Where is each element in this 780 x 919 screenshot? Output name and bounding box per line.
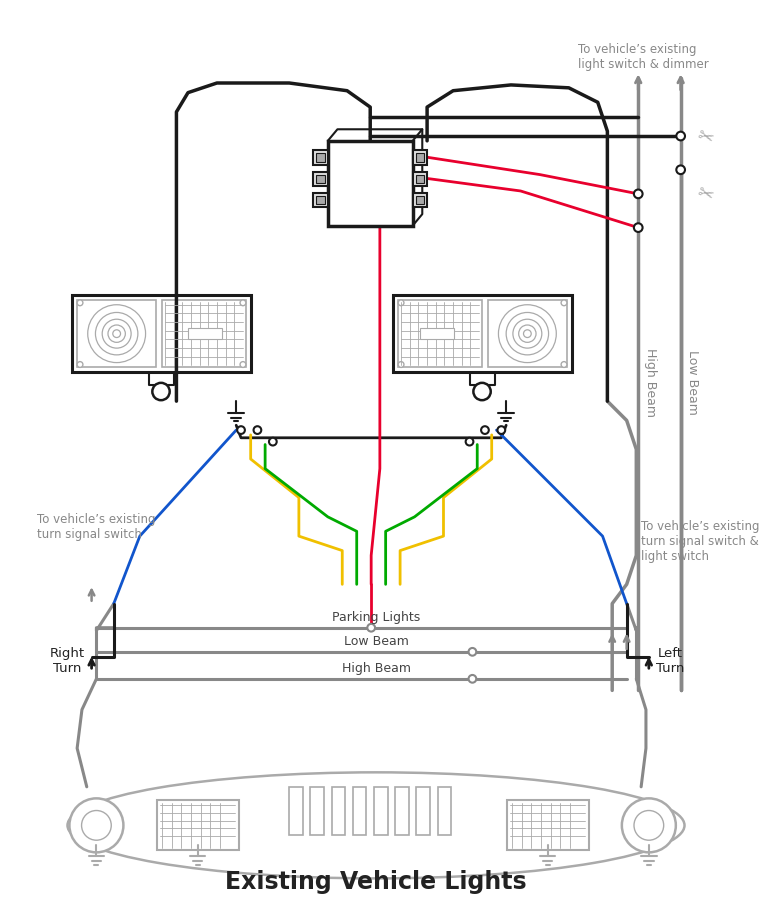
Circle shape <box>481 426 489 435</box>
Circle shape <box>634 190 643 199</box>
Bar <box>314 194 328 208</box>
Circle shape <box>466 438 473 446</box>
Circle shape <box>622 799 675 853</box>
Circle shape <box>513 320 542 348</box>
Circle shape <box>102 320 131 348</box>
Bar <box>395 787 409 835</box>
Bar <box>316 176 325 184</box>
Text: To vehicle’s existing
light switch & dimmer: To vehicle’s existing light switch & dim… <box>579 43 709 71</box>
Bar <box>413 173 427 187</box>
Bar <box>417 787 430 835</box>
Bar <box>420 328 454 340</box>
Circle shape <box>398 362 404 368</box>
Bar <box>413 152 427 165</box>
Bar <box>314 173 328 187</box>
Bar <box>332 787 345 835</box>
Circle shape <box>77 362 83 368</box>
Text: Low Beam: Low Beam <box>686 350 700 414</box>
Circle shape <box>676 132 685 142</box>
Circle shape <box>498 305 556 363</box>
Bar <box>374 787 388 835</box>
Circle shape <box>254 426 261 435</box>
Circle shape <box>237 426 245 435</box>
Text: ✂: ✂ <box>694 125 716 149</box>
Circle shape <box>473 383 491 401</box>
Circle shape <box>113 331 121 338</box>
Circle shape <box>561 301 567 306</box>
Bar <box>73 296 250 373</box>
Text: Low Beam: Low Beam <box>343 634 409 647</box>
Circle shape <box>469 675 477 683</box>
Text: Right
Turn: Right Turn <box>50 646 85 674</box>
Text: High Beam: High Beam <box>644 348 657 417</box>
Circle shape <box>519 325 536 343</box>
Circle shape <box>77 301 83 306</box>
Bar <box>488 301 567 368</box>
Circle shape <box>506 313 548 356</box>
Circle shape <box>87 305 146 363</box>
Bar <box>507 800 589 850</box>
Circle shape <box>95 313 138 356</box>
Circle shape <box>634 224 643 233</box>
Circle shape <box>269 438 277 446</box>
Bar <box>316 154 325 163</box>
Text: To vehicle’s existing
turn signal switch: To vehicle’s existing turn signal switch <box>37 513 155 541</box>
Circle shape <box>367 624 375 632</box>
Circle shape <box>634 811 664 840</box>
Bar <box>398 301 482 368</box>
Circle shape <box>398 301 404 306</box>
Circle shape <box>82 811 112 840</box>
Circle shape <box>469 648 477 656</box>
Circle shape <box>676 166 685 175</box>
Bar <box>353 787 367 835</box>
Bar <box>188 328 222 340</box>
Circle shape <box>240 301 246 306</box>
Bar <box>289 787 303 835</box>
Bar <box>316 197 325 205</box>
Circle shape <box>498 426 505 435</box>
Circle shape <box>152 383 170 401</box>
Text: Left
Turn: Left Turn <box>655 646 684 674</box>
Bar <box>413 194 427 208</box>
Bar <box>438 787 451 835</box>
Text: High Beam: High Beam <box>342 662 410 675</box>
Bar <box>310 787 324 835</box>
Bar <box>328 142 413 226</box>
Bar <box>77 301 156 368</box>
Circle shape <box>108 325 126 343</box>
Bar <box>393 296 572 373</box>
Text: ✂: ✂ <box>694 183 716 207</box>
Bar <box>157 800 239 850</box>
Text: Parking Lights: Parking Lights <box>332 610 420 623</box>
Text: To vehicle’s existing
turn signal switch &
light switch: To vehicle’s existing turn signal switch… <box>641 520 760 562</box>
Bar <box>314 152 328 165</box>
Bar <box>162 301 246 368</box>
Bar <box>416 197 424 205</box>
Ellipse shape <box>68 773 685 879</box>
Bar <box>416 154 424 163</box>
Circle shape <box>523 331 531 338</box>
Bar <box>416 176 424 184</box>
Circle shape <box>240 362 246 368</box>
Circle shape <box>561 362 567 368</box>
Text: Existing Vehicle Lights: Existing Vehicle Lights <box>225 869 526 893</box>
Circle shape <box>69 799 123 853</box>
